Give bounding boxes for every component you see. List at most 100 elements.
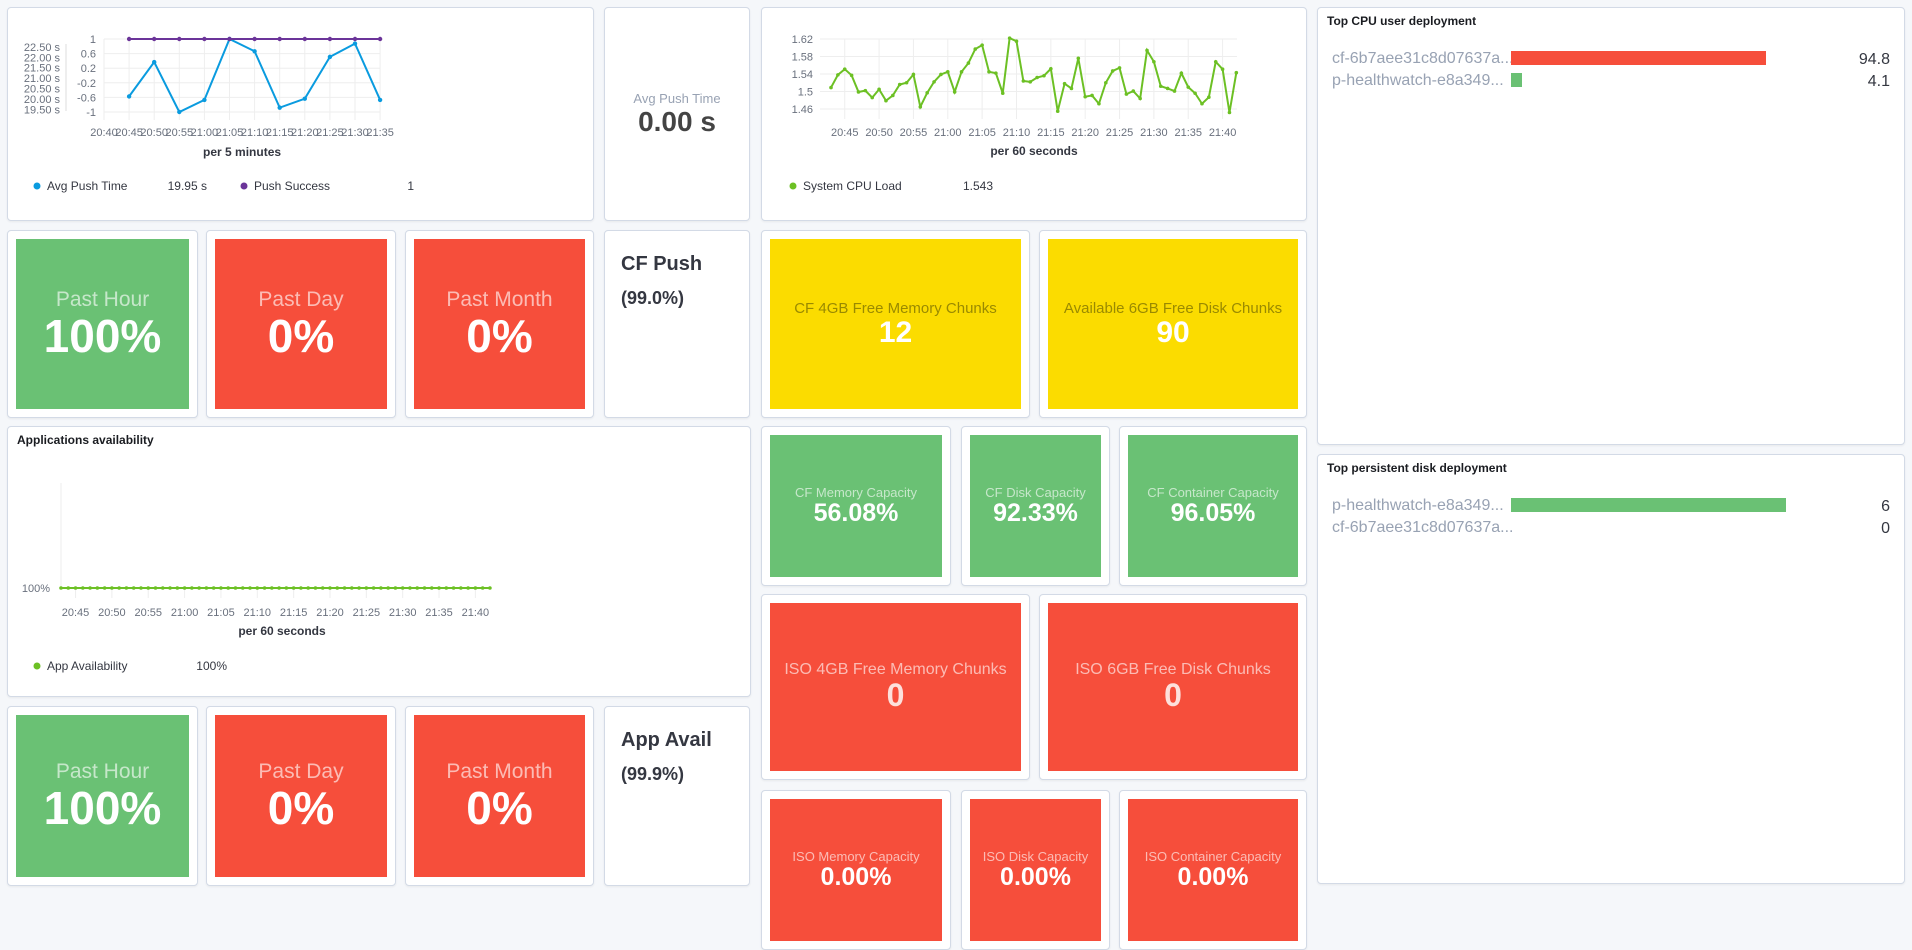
top-cpu-list: cf-6b7aee31c8d07637a... 94.8 p-healthwatch… xyxy=(1332,48,1890,92)
data-point xyxy=(473,586,478,590)
data-point xyxy=(371,586,376,590)
stat-label: CF Disk Capacity xyxy=(985,485,1086,501)
data-point xyxy=(836,73,840,77)
app-availability-panel: Applications availability 100% 20:45 20:50… xyxy=(7,426,751,697)
app-availability-chart: 100% 20:45 20:50 20:55 21:00 21:05 21:10 21:15 2… xyxy=(22,483,492,673)
stat-tile-green: Past Hour 100% xyxy=(16,715,189,877)
x-tick-label: 20:50 xyxy=(140,127,168,139)
top-cpu-panel: Top CPU user deployment cf-6b7aee31c8d07… xyxy=(1317,7,1905,445)
stat-tile-panel: CF Container Capacity 96.05% xyxy=(1119,426,1307,586)
stat-tile-green: Past Hour 100% xyxy=(16,239,189,409)
stat-value: 90 xyxy=(1156,315,1190,349)
bar-list-item[interactable]: p-healthwatch-e8a349... 6 xyxy=(1332,495,1890,517)
y-right-tick-label: -0.6 xyxy=(77,92,96,104)
stat-label: ISO 4GB Free Memory Chunks xyxy=(784,661,1007,679)
data-point xyxy=(379,586,383,590)
cf-push-panel: CF Push (99.0%) xyxy=(604,230,750,418)
y-tick-label: 1.62 xyxy=(792,34,813,46)
deployment-name: cf-6b7aee31c8d07637a... xyxy=(1332,50,1514,67)
data-point xyxy=(437,586,441,590)
data-point xyxy=(904,80,909,85)
y-tick-label: 1.58 xyxy=(792,52,813,64)
data-point xyxy=(987,70,991,74)
data-point xyxy=(1124,92,1129,96)
data-point xyxy=(1213,59,1218,64)
legend-value: 100% xyxy=(196,659,227,673)
data-point xyxy=(1042,73,1046,78)
data-point xyxy=(959,70,964,74)
data-point xyxy=(1165,86,1170,91)
data-point xyxy=(429,586,434,590)
cpu-chart-panel: 1.62 1.58 1.54 1.5 1.46 20:45 20:50 20:55 21:00 2… xyxy=(761,7,1307,221)
data-point xyxy=(451,586,456,590)
x-axis-title: per 60 seconds xyxy=(238,624,326,638)
x-tick-label: 21:05 xyxy=(216,127,244,139)
x-tick-label: 21:30 xyxy=(1140,127,1168,139)
stat-tile-panel: CF Disk Capacity 92.33% xyxy=(961,426,1110,586)
stat-tile-green: CF Container Capacity 96.05% xyxy=(1128,435,1298,577)
stat-value: 0.00% xyxy=(820,863,892,892)
stat-tile-panel: Available 6GB Free Disk Chunks 90 xyxy=(1039,230,1307,418)
x-tick-label: 21:30 xyxy=(389,607,417,619)
stat-value: 12 xyxy=(878,315,913,349)
stat-value: 0 xyxy=(1164,677,1182,714)
data-point xyxy=(884,98,888,103)
legend-value: 1 xyxy=(407,179,414,193)
data-point xyxy=(444,586,449,590)
data-point xyxy=(973,47,978,51)
data-point xyxy=(863,88,868,93)
data-point xyxy=(1193,91,1197,96)
stat-tile-red: ISO Memory Capacity 0.00% xyxy=(770,799,942,941)
data-point xyxy=(59,586,63,590)
stat-tile-panel: ISO 4GB Free Memory Chunks 0 xyxy=(761,594,1030,780)
push-chart-panel: 1 0.6 0.2 -0.2 -0.6 -1 22.50 s 22.00 s 21.50 s 21… xyxy=(7,7,594,221)
data-point xyxy=(95,586,100,590)
deployment-value: 6 xyxy=(1881,498,1890,515)
data-point xyxy=(939,72,943,77)
data-point xyxy=(175,586,180,590)
stat-tile-red: Past Month 0% xyxy=(414,239,585,409)
data-point xyxy=(328,586,332,590)
data-point xyxy=(870,95,875,100)
data-point xyxy=(168,586,172,590)
bar-list-item[interactable]: cf-6b7aee31c8d07637a... 94.8 xyxy=(1332,48,1890,70)
data-point xyxy=(66,586,71,590)
data-point xyxy=(335,586,340,590)
y-tick-label: 1.5 xyxy=(798,87,813,99)
stat-label: ISO Container Capacity xyxy=(1144,849,1282,865)
stat-value: 0% xyxy=(466,309,533,362)
data-point xyxy=(182,586,187,590)
stat-tile-red: ISO Container Capacity 0.00% xyxy=(1128,799,1298,941)
data-point xyxy=(1000,91,1005,96)
data-point xyxy=(393,586,398,590)
data-point xyxy=(204,586,209,590)
panel-title: Top CPU user deployment xyxy=(1327,14,1477,28)
data-point xyxy=(488,586,492,590)
value-bar xyxy=(1511,51,1766,65)
bar-list-item[interactable]: cf-6b7aee31c8d07637a... 0 xyxy=(1332,517,1890,539)
data-point xyxy=(177,109,182,115)
data-point xyxy=(364,586,369,590)
x-tick-label: 21:25 xyxy=(353,607,381,619)
data-point xyxy=(126,94,132,99)
stat-label: Past Month xyxy=(446,759,553,783)
deployment-name: p-healthwatch-e8a349... xyxy=(1332,72,1504,89)
data-point xyxy=(277,36,282,42)
legend-value: 19.95 s xyxy=(168,179,207,193)
bar-list-item[interactable]: p-healthwatch-e8a349... 4.1 xyxy=(1332,70,1890,92)
x-axis-title: per 5 minutes xyxy=(203,145,281,159)
legend-value: 1.543 xyxy=(963,179,993,193)
data-point xyxy=(262,586,267,590)
y-left-tick-label: 20.50 s xyxy=(24,83,61,95)
data-point xyxy=(1117,66,1122,70)
stat-tile-red: Past Month 0% xyxy=(414,715,585,877)
legend-label: System CPU Load xyxy=(803,179,902,193)
stat-tile-panel: ISO Memory Capacity 0.00% xyxy=(761,790,951,950)
data-point xyxy=(1104,80,1108,85)
data-point xyxy=(1234,70,1239,75)
legend-dot-icon xyxy=(33,662,41,670)
data-point xyxy=(342,586,347,590)
data-point xyxy=(945,70,950,74)
data-point xyxy=(1152,59,1156,64)
deployment-value: 4.1 xyxy=(1867,73,1890,90)
